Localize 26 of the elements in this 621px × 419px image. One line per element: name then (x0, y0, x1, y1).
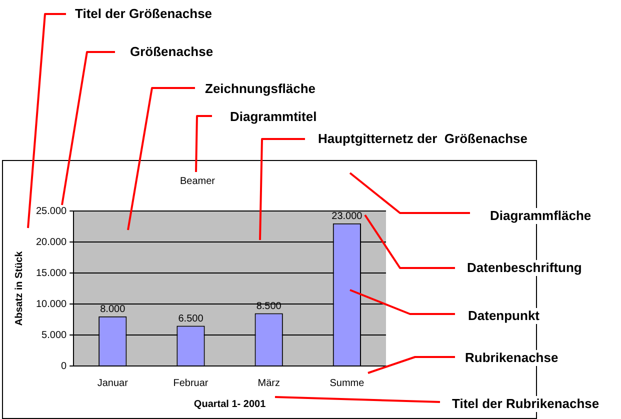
x-tick-label: März (258, 378, 280, 389)
text: Titel der Größenachse (75, 6, 212, 22)
data-label: 23.000 (332, 211, 363, 222)
text: Hauptgitternetz der Größenachse (318, 131, 528, 147)
x-tick-label: Summe (330, 378, 365, 389)
x-tick-label: Januar (97, 378, 129, 389)
y-tick-label: 15.000 (36, 268, 68, 279)
y-tick-label: 0 (61, 360, 68, 372)
chart-title: Beamer (180, 176, 216, 187)
x-axis-title: Quartal 1- 2001 (194, 398, 266, 410)
x-tick-label: Februar (173, 378, 209, 389)
y-tick-label: 25.000 (36, 206, 68, 217)
y-axis-title: Absatz in Stück (14, 250, 25, 326)
text: Datenbeschriftung (467, 260, 582, 276)
text: Diagrammtitel (230, 109, 317, 125)
text: Rubrikenachse (465, 350, 558, 366)
text: Zeichnungsfläche (205, 81, 316, 97)
text: Diagrammfläche (490, 208, 592, 224)
text: Datenpunkt (468, 308, 540, 324)
data-label: 8.000 (100, 304, 126, 316)
y-tick-label: 10.000 (36, 298, 68, 310)
text: Größenachse (130, 44, 214, 60)
text: Titel der Rubrikenachse (452, 396, 600, 412)
y-tick-label: 20.000 (36, 236, 68, 248)
data-label: 6.500 (178, 313, 204, 324)
y-tick-label: 5.000 (42, 330, 68, 341)
